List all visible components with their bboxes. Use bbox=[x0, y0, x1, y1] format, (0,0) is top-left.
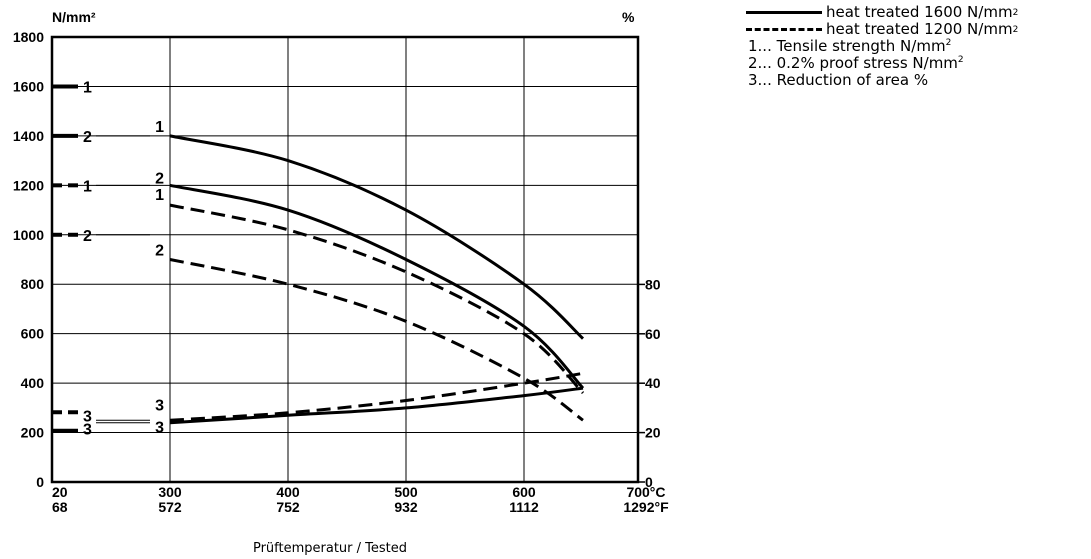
legend-note-1: 1... Tensile strength N/mm2 bbox=[746, 38, 1018, 55]
rt-label-solid-3: 3 bbox=[83, 422, 92, 439]
x-tick-fahrenheit: 1292°F bbox=[623, 499, 669, 515]
y-tick-label: 0 bbox=[36, 474, 44, 490]
series-line-solid-3 bbox=[169, 386, 584, 425]
series-lines bbox=[169, 134, 585, 425]
room-temperature-markers bbox=[52, 84, 150, 433]
series-line-dashed-3 bbox=[169, 371, 584, 422]
x-tick-celsius: 20 bbox=[52, 484, 68, 500]
legend-note-2: 2... 0.2% proof stress N/mm2 bbox=[746, 55, 1018, 72]
right-tick-label: 20 bbox=[645, 425, 661, 441]
axis-ticks: 0200400600800100012001400160018002068300… bbox=[13, 29, 669, 515]
curve-label-dashed-2: 2 bbox=[155, 243, 164, 260]
y-tick-label: 1000 bbox=[13, 227, 44, 243]
x-tick-celsius: 300 bbox=[158, 484, 182, 500]
x-tick-fahrenheit: 68 bbox=[52, 499, 68, 515]
rt-label-dashed-1: 1 bbox=[83, 178, 92, 195]
x-tick-celsius: 700°C bbox=[626, 484, 665, 500]
rt-label-solid-2: 2 bbox=[83, 129, 92, 146]
rt-label-solid-1: 1 bbox=[83, 79, 92, 96]
series-line-dashed-1 bbox=[169, 203, 585, 395]
y-tick-label: 1400 bbox=[13, 128, 44, 144]
y-tick-label: 1200 bbox=[13, 177, 44, 193]
rt-label-dashed-3: 3 bbox=[83, 408, 92, 425]
legend-dashed-swatch bbox=[746, 28, 822, 31]
curve-label-solid-1: 1 bbox=[155, 119, 164, 136]
curve-label-dashed-3: 3 bbox=[155, 419, 164, 436]
legend-note-2-text: 2... 0.2% proof stress N/mm bbox=[748, 54, 958, 72]
legend-solid-swatch bbox=[746, 11, 822, 14]
legend-note-3-text: 3... Reduction of area % bbox=[748, 71, 929, 89]
y-tick-label: 1800 bbox=[13, 29, 44, 45]
right-tick-label: 60 bbox=[645, 326, 661, 342]
x-tick-fahrenheit: 752 bbox=[276, 499, 300, 515]
plot-frame bbox=[50, 35, 640, 484]
left-axis-unit: N/mm² bbox=[52, 9, 96, 25]
right-tick-label: 40 bbox=[645, 375, 661, 391]
legend-note-2-sup: 2 bbox=[957, 55, 964, 65]
curve-label-solid-2: 2 bbox=[155, 170, 164, 187]
x-tick-fahrenheit: 1112 bbox=[509, 499, 539, 515]
legend-note-1-sup: 2 bbox=[945, 38, 952, 48]
legend: heat treated 1600 N/mm 2 heat treated 120… bbox=[746, 4, 1018, 89]
rt-label-dashed-2: 2 bbox=[83, 228, 92, 245]
x-tick-celsius: 500 bbox=[394, 484, 418, 500]
right-tick-label: 80 bbox=[645, 276, 661, 292]
x-tick-celsius: 600 bbox=[512, 484, 536, 500]
legend-solid-text: heat treated 1600 N/mm bbox=[826, 3, 1013, 21]
x-tick-celsius: 400 bbox=[276, 484, 300, 500]
legend-note-1-text: 1... Tensile strength N/mm bbox=[748, 37, 946, 55]
grid bbox=[50, 35, 640, 484]
x-axis-title: Prüftemperatur / Tested bbox=[253, 541, 407, 556]
legend-note-3: 3... Reduction of area % bbox=[746, 72, 1018, 89]
x-tick-fahrenheit: 932 bbox=[394, 499, 418, 515]
curve-label-dashed-1: 1 bbox=[155, 187, 164, 204]
legend-dashed: heat treated 1200 N/mm 2 bbox=[746, 21, 1018, 38]
series-line-dashed-2 bbox=[169, 258, 584, 422]
right-tick-label: 0 bbox=[645, 474, 653, 490]
y-tick-label: 600 bbox=[21, 326, 45, 342]
legend-dashed-text: heat treated 1200 N/mm bbox=[826, 20, 1013, 38]
y-tick-label: 1600 bbox=[13, 78, 44, 94]
right-axis-unit: % bbox=[622, 9, 635, 25]
series-line-solid-2 bbox=[169, 183, 585, 390]
curve-label-solid-3: 3 bbox=[155, 398, 164, 415]
x-tick-fahrenheit: 572 bbox=[158, 499, 182, 515]
y-tick-label: 200 bbox=[21, 425, 45, 441]
y-tick-label: 400 bbox=[21, 375, 45, 391]
legend-solid: heat treated 1600 N/mm 2 bbox=[746, 4, 1018, 21]
series-line-solid-1 bbox=[169, 134, 585, 340]
y-tick-label: 800 bbox=[21, 276, 45, 292]
